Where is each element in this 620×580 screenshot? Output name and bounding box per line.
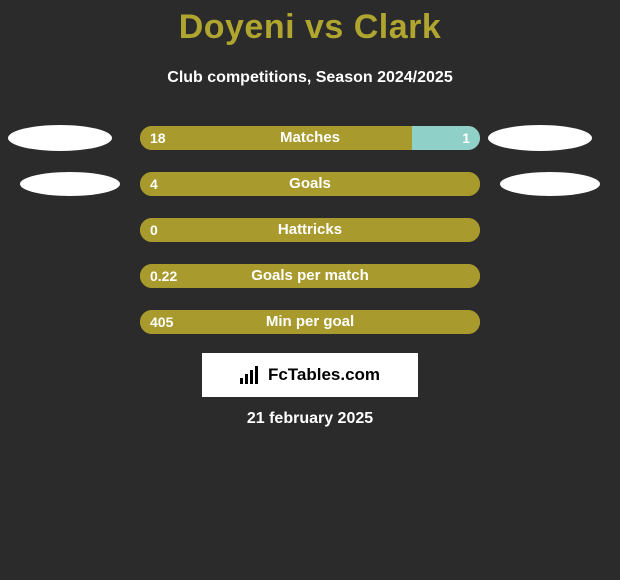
player1-marker bbox=[20, 172, 120, 196]
footer-logo-text: FcTables.com bbox=[268, 365, 380, 385]
stat-row: Goals4 bbox=[0, 172, 620, 196]
stat-row: Min per goal405 bbox=[0, 310, 620, 334]
stat-bar-track bbox=[140, 218, 480, 242]
stat-bar-track bbox=[140, 172, 480, 196]
player1-bar bbox=[140, 264, 480, 288]
footer-logo-box: FcTables.com bbox=[202, 353, 418, 397]
player2-bar bbox=[412, 126, 480, 150]
player2-marker bbox=[488, 125, 592, 151]
player1-bar bbox=[140, 172, 480, 196]
player1-marker bbox=[8, 125, 112, 151]
bar-chart-icon bbox=[240, 366, 262, 384]
stat-row: Matches181 bbox=[0, 126, 620, 150]
stat-row: Hattricks0 bbox=[0, 218, 620, 242]
stat-bar-track bbox=[140, 310, 480, 334]
player1-bar bbox=[140, 126, 412, 150]
player1-bar bbox=[140, 310, 480, 334]
stat-bar-track bbox=[140, 264, 480, 288]
footer-date: 21 february 2025 bbox=[0, 410, 620, 428]
subtitle: Club competitions, Season 2024/2025 bbox=[0, 69, 620, 87]
stat-bar-track bbox=[140, 126, 480, 150]
page-title: Doyeni vs Clark bbox=[0, 0, 620, 47]
stat-row: Goals per match0.22 bbox=[0, 264, 620, 288]
player1-bar bbox=[140, 218, 480, 242]
player2-marker bbox=[500, 172, 600, 196]
